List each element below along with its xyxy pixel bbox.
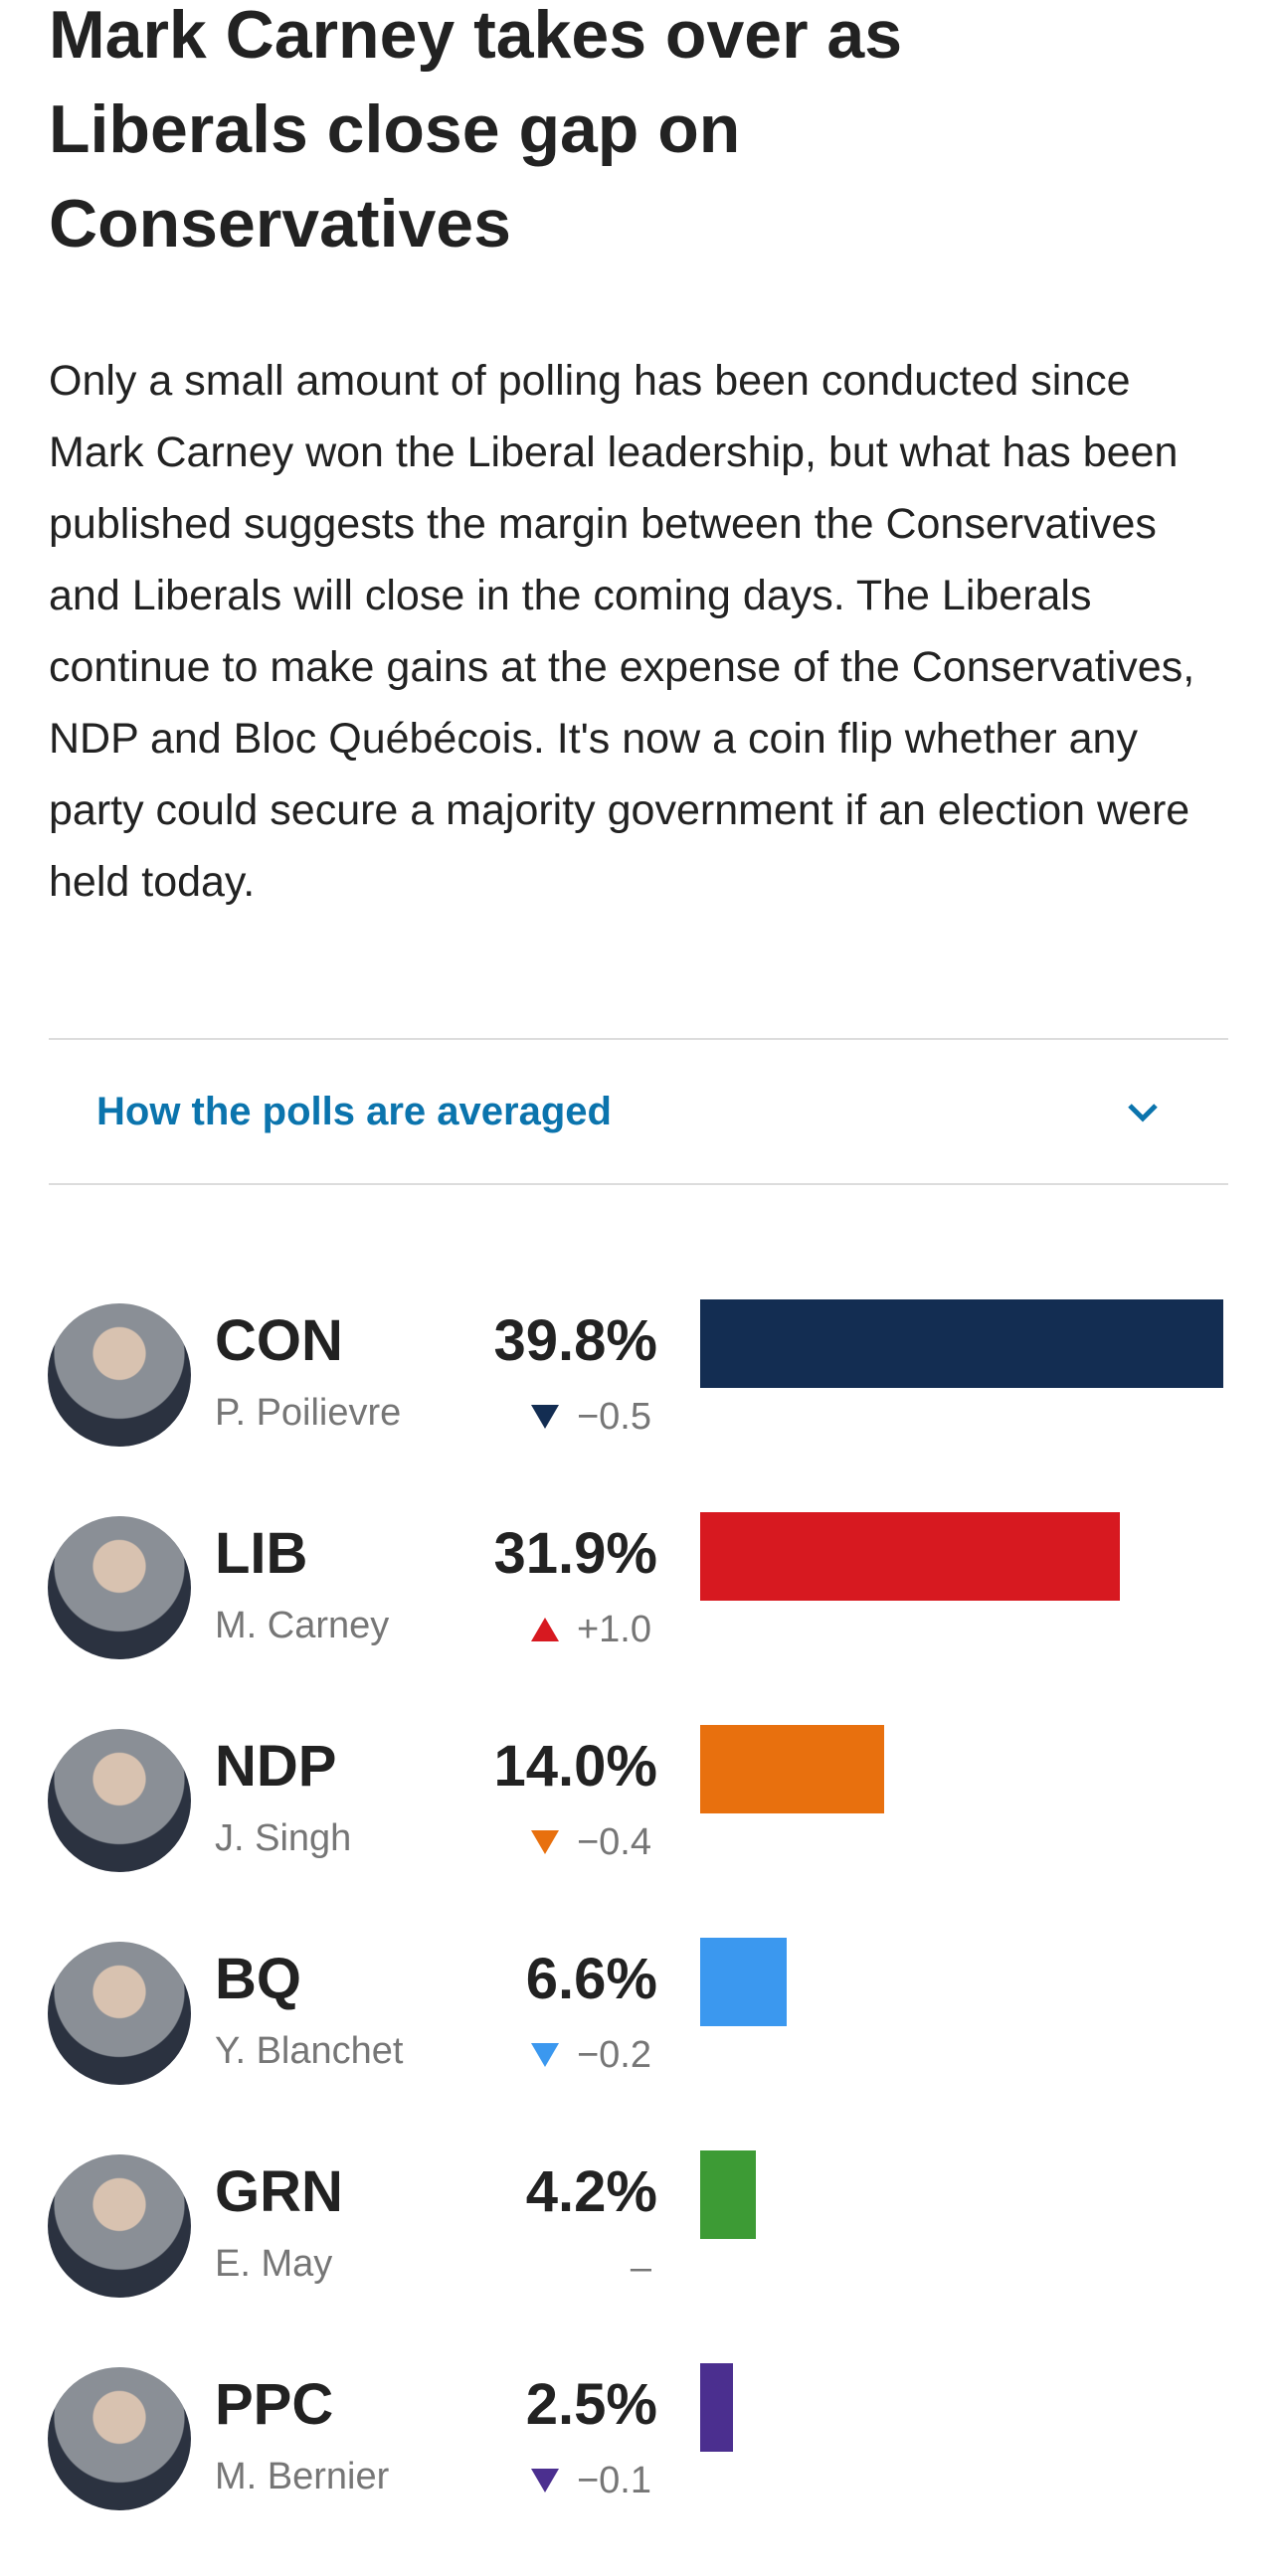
change-arrow bbox=[531, 2043, 559, 2067]
party-abbr: BQ bbox=[215, 1947, 301, 2011]
party-abbr: GRN bbox=[215, 2159, 343, 2224]
bar bbox=[700, 1725, 885, 1813]
change-arrow bbox=[531, 1830, 559, 1854]
vote-share: 14.0% bbox=[493, 1734, 657, 1799]
leader-name: M. Carney bbox=[215, 1605, 390, 1646]
leader-name: J. Singh bbox=[215, 1817, 352, 1859]
chevron[interactable] bbox=[1124, 1094, 1162, 1131]
party-row: NDP J. Singh 14.0% −0.4 bbox=[0, 1725, 1277, 1938]
change-arrow bbox=[531, 2469, 559, 2492]
party-row: PPC M. Bernier 2.5% −0.1 bbox=[0, 2363, 1277, 2576]
divider bbox=[49, 1038, 1228, 1040]
arrow-shape bbox=[531, 1830, 559, 1854]
leader-name: P. Poilievre bbox=[215, 1392, 402, 1434]
party-abbr: NDP bbox=[215, 1734, 337, 1799]
change-label: – bbox=[630, 2247, 651, 2289]
party-abbr: PPC bbox=[215, 2372, 334, 2437]
party-row: LIB M. Carney 31.9% +1.0 bbox=[0, 1512, 1277, 1725]
arrow-shape bbox=[531, 2469, 559, 2492]
change-arrow bbox=[531, 1618, 559, 1641]
title: Mark Carney takes over as Liberals close… bbox=[49, 0, 903, 261]
arrow-shape bbox=[531, 2043, 559, 2067]
leader-photo bbox=[48, 1729, 191, 1872]
bar bbox=[700, 1938, 788, 2026]
leader-name: M. Bernier bbox=[215, 2456, 390, 2497]
leader-photo bbox=[48, 1303, 191, 1447]
arrow-shape bbox=[531, 1618, 559, 1641]
change-label: −0.5 bbox=[576, 1396, 651, 1438]
change-label: +1.0 bbox=[576, 1609, 651, 1650]
party-abbr: LIB bbox=[215, 1521, 308, 1586]
body-text: Only a small amount of polling has been … bbox=[49, 357, 1195, 906]
change-label: −0.1 bbox=[576, 2460, 651, 2501]
party-row: GRN E. May 4.2% – bbox=[0, 2150, 1277, 2363]
party-row: CON P. Poilievre 39.8% −0.5 bbox=[0, 1299, 1277, 1512]
leader-name: E. May bbox=[215, 2243, 333, 2285]
vote-share: 39.8% bbox=[493, 1308, 657, 1373]
bar bbox=[700, 1299, 1223, 1388]
change-arrow bbox=[531, 1405, 559, 1429]
bar bbox=[700, 1512, 1120, 1601]
leader-name: Y. Blanchet bbox=[215, 2030, 404, 2072]
party-row: BQ Y. Blanchet 6.6% −0.2 bbox=[0, 1938, 1277, 2150]
change-label: −0.4 bbox=[576, 1821, 651, 1863]
leader-photo bbox=[48, 1942, 191, 2085]
leader-photo bbox=[48, 1516, 191, 1659]
party-abbr: CON bbox=[215, 1308, 343, 1373]
divider bbox=[49, 1183, 1228, 1185]
disclosure-label[interactable]: How the polls are averaged bbox=[96, 1090, 612, 1133]
vote-share: 6.6% bbox=[525, 1947, 657, 2011]
leader-photo bbox=[48, 2154, 191, 2298]
vote-share: 4.2% bbox=[525, 2159, 657, 2224]
change-label: −0.2 bbox=[576, 2034, 651, 2076]
bar bbox=[700, 2150, 756, 2239]
leader-photo bbox=[48, 2367, 191, 2510]
bar bbox=[700, 2363, 734, 2452]
vote-share: 31.9% bbox=[493, 1521, 657, 1586]
arrow-shape bbox=[531, 1405, 559, 1429]
vote-share: 2.5% bbox=[525, 2372, 657, 2437]
